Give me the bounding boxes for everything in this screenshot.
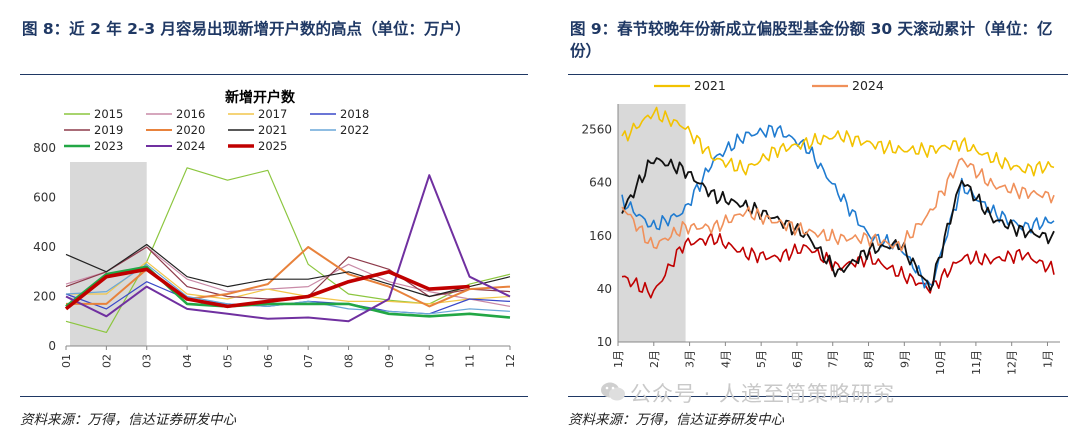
series-line-2013 [621,232,1055,299]
series-line-2018 [621,157,1055,291]
right-title-rule [568,74,1068,75]
x-tick-label: 1月 [612,350,625,368]
x-tick-label: 05 [221,354,234,368]
series-line-2015 [65,167,511,333]
x-tick-label: 09 [383,354,396,368]
legend-label-2024: 2024 [852,78,884,93]
legend-label-2022: 2022 [340,123,369,137]
right-chart: 10 40 160 640 2560 1月 2月 3月 4月 5月 6月 7月 8月 9月 10月 11月 12… [581,78,1060,375]
y-tick-label: 160 [589,229,612,243]
x-tick-label: 6月 [791,350,804,368]
legend-label-2024: 2024 [176,139,205,153]
x-tick-label: 10 [423,354,436,368]
series-line-2024 [621,157,1055,252]
legend-label-2020: 2020 [176,123,205,137]
watermark-text: 公众号 · 人道至简策略研究 [630,382,896,406]
x-tick-label: 04 [181,354,194,368]
x-tick-label: 7月 [827,350,840,368]
x-tick-label: 03 [141,354,154,368]
x-tick-label: 11月 [970,350,983,375]
series-line-2025 [64,267,470,311]
x-tick-label: 12 [504,354,517,368]
y-tick-label: 2560 [581,123,612,137]
left-chart: 新增开户数 0 200 400 600 800 01 02 03 04 05 06 07 08 09 10 11… [33,89,517,368]
legend-label-2015: 2015 [94,107,123,121]
series-line-2020 [66,246,511,308]
legend-label-2021: 2021 [258,123,287,137]
legend-label-2017: 2017 [258,107,287,121]
right-figure: 图 9：春节较晚年份新成立偏股型基金份额 30 天滚动累计（单位：亿份） 10 4… [548,0,1080,439]
series-line-2021 [65,243,511,298]
wechat-icon [601,382,625,401]
left-chart-title: 新增开户数 [225,89,296,106]
series-line-2015 [621,124,1055,289]
left-figure: 图 8：近 2 年 2-3 月容易出现新增开户数的高点（单位：万户） 新增开户数… [20,20,528,428]
x-tick-label: 9月 [898,350,911,368]
series-line-2021 [621,106,1055,177]
legend-label-2019: 2019 [94,123,123,137]
x-tick-label: 1月 [1041,350,1054,368]
x-tick-label: 06 [262,354,275,368]
left-source: 资料来源：万得，信达证券研发中心 [20,412,236,428]
y-tick-label: 400 [33,240,56,254]
series-line-2023 [65,265,511,319]
x-tick-label: 4月 [719,350,732,368]
legend-label-2018: 2018 [340,107,369,121]
right-source: 资料来源：万得，信达证券研发中心 [568,412,784,428]
x-tick-label: 10月 [934,350,947,375]
legend-label-2016: 2016 [176,107,205,121]
left-figure-title: 图 8：近 2 年 2-3 月容易出现新增开户数的高点（单位：万户） [22,20,471,38]
y-tick-label: 10 [597,335,612,349]
y-tick-label: 800 [33,141,56,155]
x-tick-label: 8月 [863,350,876,368]
legend-label-2025: 2025 [258,139,287,153]
y-tick-label: 40 [597,282,612,296]
x-tick-label: 2月 [648,350,661,368]
x-tick-label: 02 [100,354,113,368]
right-bottom-rule [568,396,1068,397]
x-tick-label: 01 [60,354,73,368]
y-tick-label: 0 [48,339,56,353]
y-tick-label: 640 [589,176,612,190]
legend-label-2021: 2021 [694,78,726,93]
x-tick-label: 5月 [755,350,768,368]
series-line-2024 [65,174,511,323]
x-tick-label: 11 [464,354,477,368]
x-tick-label: 3月 [684,350,697,368]
right-figure-title: 图 9：春节较晚年份新成立偏股型基金份额 30 天滚动累计（单位：亿份） [570,20,1053,60]
x-tick-label: 12月 [1006,350,1019,375]
left-title-rule [20,74,528,75]
x-tick-label: 07 [302,354,315,368]
legend-label-2023: 2023 [94,139,123,153]
y-tick-label: 600 [33,191,56,205]
y-tick-label: 200 [33,290,56,304]
x-tick-label: 08 [343,354,356,368]
left-bottom-rule [20,396,528,397]
